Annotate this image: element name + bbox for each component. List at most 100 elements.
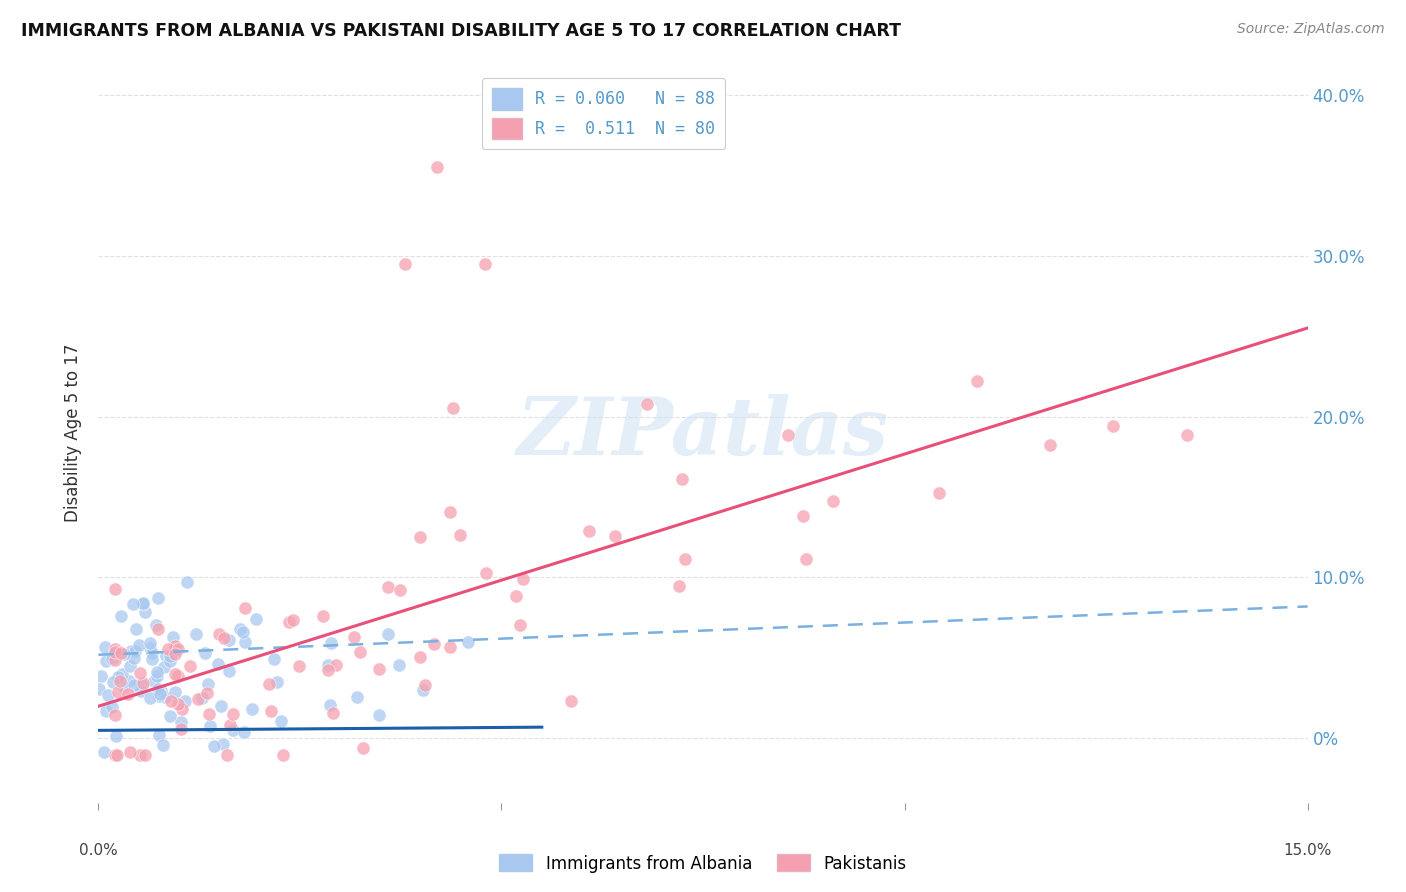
Point	[155, 690, 177, 704]
Point	[103, 747, 125, 762]
Point	[139, 635, 162, 649]
Point	[103, 645, 125, 659]
Text: 15.0%: 15.0%	[1284, 843, 1331, 858]
Point	[120, 745, 142, 759]
Point	[159, 650, 181, 665]
Point	[117, 687, 139, 701]
Point	[143, 673, 166, 688]
Point	[412, 683, 434, 698]
Point	[603, 529, 626, 543]
Text: Source: ZipAtlas.com: Source: ZipAtlas.com	[1237, 22, 1385, 37]
Point	[257, 677, 280, 691]
Point	[394, 257, 416, 271]
Point	[928, 485, 950, 500]
Point	[139, 691, 162, 706]
Point	[129, 683, 152, 698]
Point	[233, 601, 256, 615]
Point	[207, 657, 229, 671]
Point	[776, 428, 799, 442]
Y-axis label: Disability Age 5 to 17: Disability Age 5 to 17	[65, 343, 83, 522]
Point	[311, 609, 333, 624]
Point	[578, 524, 600, 539]
Point	[118, 674, 141, 689]
Point	[174, 694, 197, 708]
Point	[165, 685, 187, 699]
Point	[1102, 418, 1125, 433]
Point	[101, 652, 124, 666]
Point	[229, 622, 252, 636]
Point	[125, 623, 148, 637]
Point	[110, 609, 132, 624]
Point	[221, 723, 243, 737]
Point	[197, 677, 219, 691]
Point	[103, 641, 125, 656]
Point	[668, 579, 690, 593]
Point	[208, 626, 231, 640]
Point	[156, 641, 179, 656]
Point	[134, 747, 156, 762]
Point	[218, 665, 240, 679]
Point	[426, 160, 449, 174]
Point	[316, 664, 339, 678]
Point	[118, 659, 141, 673]
Text: 0.0%: 0.0%	[79, 843, 118, 858]
Point	[146, 591, 169, 606]
Point	[349, 645, 371, 659]
Point	[233, 635, 256, 649]
Point	[179, 659, 201, 673]
Point	[94, 704, 117, 718]
Text: IMMIGRANTS FROM ALBANIA VS PAKISTANI DISABILITY AGE 5 TO 17 CORRELATION CHART: IMMIGRANTS FROM ALBANIA VS PAKISTANI DIS…	[21, 22, 901, 40]
Point	[170, 722, 193, 736]
Point	[368, 707, 391, 722]
Point	[122, 598, 145, 612]
Point	[160, 694, 183, 708]
Point	[215, 747, 238, 762]
Point	[107, 685, 129, 699]
Text: ZIPatlas: ZIPatlas	[517, 394, 889, 471]
Point	[159, 655, 181, 669]
Point	[128, 666, 150, 681]
Point	[148, 623, 170, 637]
Point	[139, 640, 162, 655]
Point	[671, 471, 693, 485]
Point	[209, 699, 232, 714]
Point	[90, 669, 112, 683]
Point	[107, 747, 129, 762]
Point	[271, 747, 294, 762]
Point	[104, 653, 127, 667]
Point	[474, 566, 496, 580]
Point	[166, 697, 188, 711]
Point	[187, 692, 209, 706]
Point	[263, 652, 285, 666]
Point	[198, 719, 221, 733]
Point	[169, 715, 191, 730]
Point	[131, 678, 153, 692]
Point	[163, 639, 186, 653]
Point	[266, 675, 288, 690]
Point	[218, 633, 240, 648]
Point	[457, 634, 479, 648]
Point	[167, 642, 190, 657]
Point	[232, 625, 254, 640]
Point	[141, 647, 163, 661]
Point	[195, 686, 218, 700]
Point	[277, 615, 299, 629]
Point	[170, 701, 193, 715]
Point	[145, 665, 167, 680]
Point	[966, 374, 988, 388]
Point	[167, 669, 190, 683]
Point	[152, 659, 174, 673]
Point	[505, 589, 527, 603]
Legend: R = 0.060   N = 88, R =  0.511  N = 80: R = 0.060 N = 88, R = 0.511 N = 80	[482, 78, 725, 149]
Point	[388, 583, 411, 598]
Point	[128, 638, 150, 652]
Point	[245, 612, 267, 626]
Point	[1175, 428, 1198, 442]
Point	[509, 617, 531, 632]
Point	[212, 631, 235, 645]
Legend: Immigrants from Albania, Pakistanis: Immigrants from Albania, Pakistanis	[492, 847, 914, 880]
Point	[352, 741, 374, 756]
Point	[149, 687, 172, 701]
Point	[449, 528, 471, 542]
Point	[111, 667, 134, 681]
